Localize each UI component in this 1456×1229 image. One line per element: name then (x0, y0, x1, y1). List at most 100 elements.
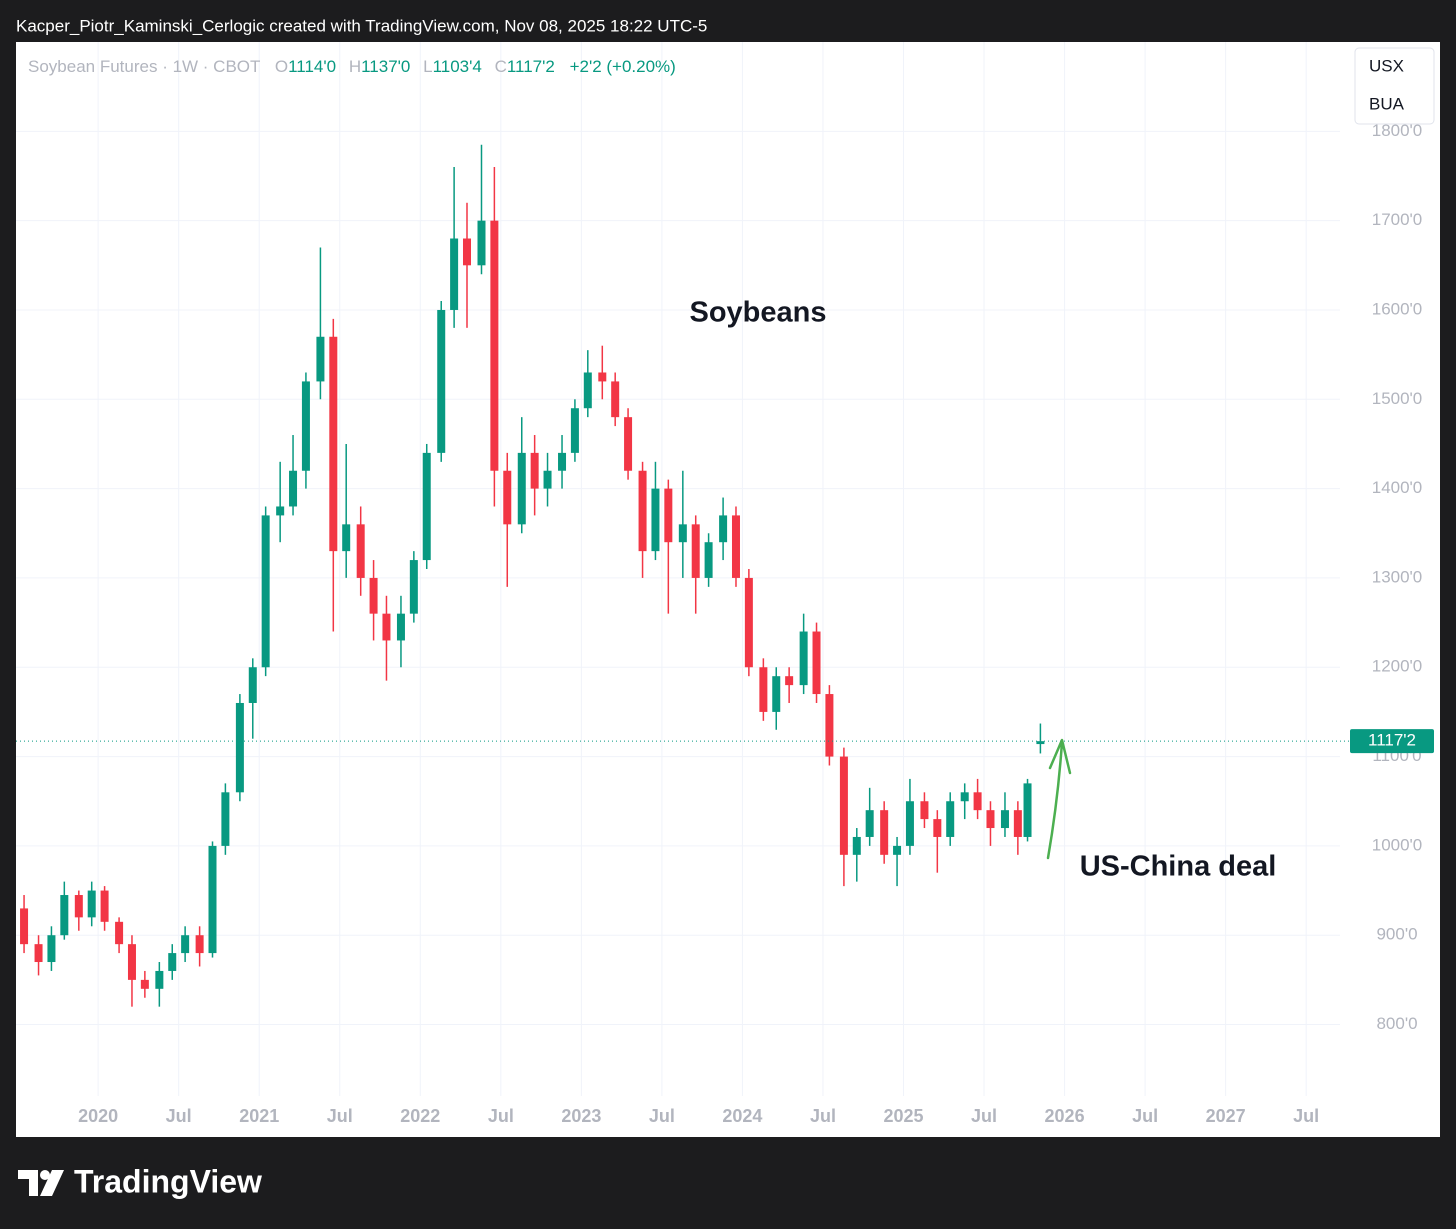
candle-body (570, 408, 579, 453)
candle-body (115, 921, 124, 945)
candle-body (624, 417, 633, 471)
brand-logo: TradingView (18, 1163, 262, 1199)
change: +2'2 (+0.20%) (570, 57, 676, 76)
annotation: Soybeans (690, 297, 827, 329)
candle-body (490, 220, 499, 471)
x-tick-label: Jul (166, 1106, 192, 1126)
candle-body (986, 810, 995, 829)
candle-body (356, 524, 365, 578)
candle-body (772, 676, 781, 712)
candle-body (208, 845, 217, 954)
candle-body (960, 792, 969, 802)
y-tick-label: 1800'0 (1372, 121, 1423, 140)
candle-body (825, 694, 834, 757)
candle-body (47, 935, 56, 963)
candle-body (301, 381, 310, 471)
candle-body (759, 667, 768, 712)
plot-layer: 800'0900'01000'01100'01200'01300'01400'0… (16, 42, 1434, 1126)
chart-legend: Soybean Futures · 1W · CBOT O1114'0 H113… (28, 57, 676, 76)
candle-body (168, 953, 177, 971)
y-tick-label: 1700'0 (1372, 210, 1423, 229)
candle-body (248, 667, 257, 703)
y-tick-label: 1300'0 (1372, 567, 1423, 586)
candle-body (517, 452, 526, 525)
candle-body (437, 309, 446, 453)
candle-body (235, 702, 244, 793)
x-tick-label: Jul (488, 1106, 514, 1126)
x-tick-label: 2026 (1045, 1106, 1085, 1126)
ohlc-key: O (275, 57, 288, 76)
candle-body (839, 756, 848, 855)
arrow (1046, 738, 1072, 860)
candle-body (719, 515, 728, 543)
brand: TradingView (74, 1163, 262, 1199)
candle-body (785, 676, 794, 686)
last-price-label: 1117'2 (1368, 731, 1416, 750)
scale-label: USX (1369, 56, 1404, 75)
candle-body (382, 613, 391, 641)
last-price-box (1350, 729, 1434, 754)
candle-body (1000, 810, 1009, 829)
candle-body (744, 577, 753, 668)
candle-body (704, 542, 713, 578)
candle-body (342, 524, 351, 552)
candle-body (409, 560, 418, 614)
x-tick-label: Jul (327, 1106, 353, 1126)
chart-panel (16, 42, 1440, 1137)
candle-body (316, 336, 325, 382)
candle-body (638, 470, 647, 552)
ohlc-key: C (495, 57, 507, 76)
x-tick-label: Jul (971, 1106, 997, 1126)
ohlc-value: 1103'4 (433, 57, 482, 76)
candle-body (973, 792, 982, 811)
ohlc-value: 1117'2 (507, 57, 555, 76)
candle-body (276, 506, 285, 516)
candle-body (865, 810, 874, 837)
candle-body (127, 944, 136, 980)
candle-body (812, 631, 821, 695)
candle-body (396, 613, 405, 641)
y-tick-label: 900'0 (1376, 925, 1417, 944)
x-tick-label: Jul (1293, 1106, 1319, 1126)
y-tick-label: 800'0 (1376, 1014, 1417, 1033)
candle-body (933, 819, 942, 837)
candle-body (664, 488, 673, 543)
candle-body (1036, 741, 1045, 745)
candle-body (946, 801, 955, 837)
candle-body (905, 801, 914, 846)
candle-body (1023, 783, 1032, 837)
candle-body (543, 470, 552, 489)
y-tick-label: 1500'0 (1372, 389, 1423, 408)
candle-body (731, 515, 740, 578)
candle-body (598, 372, 607, 382)
candle-body (221, 792, 230, 846)
candle-body (369, 577, 378, 614)
x-tick-label: Jul (1132, 1106, 1158, 1126)
ohlc-value: 1137'0 (361, 57, 410, 76)
candle-body (34, 944, 43, 963)
ohlc-value: 1114'0 (288, 57, 336, 76)
candle-body (558, 452, 567, 471)
scale-box (1354, 47, 1435, 125)
candle-body (261, 515, 270, 668)
candle-body (611, 381, 620, 418)
x-tick-label: 2021 (239, 1106, 279, 1126)
candle-body (87, 890, 96, 918)
y-tick-label: 1000'0 (1372, 835, 1423, 854)
scale-label: BUA (1369, 94, 1405, 113)
logo-mark (40, 1170, 50, 1180)
logo-mark (40, 1170, 64, 1196)
candle-body (880, 810, 889, 855)
x-tick-label: 2025 (883, 1106, 923, 1126)
candle-body (583, 372, 592, 409)
x-tick-label: 2027 (1206, 1106, 1246, 1126)
candle-body (503, 470, 512, 525)
candle-body (195, 935, 204, 954)
attribution: Kacper_Piotr_Kaminski_Cerlogic created w… (16, 16, 707, 35)
ohlc-key: H (349, 57, 361, 76)
candle-body (422, 452, 431, 561)
candle-body (450, 238, 459, 310)
logo-mark (18, 1170, 38, 1196)
